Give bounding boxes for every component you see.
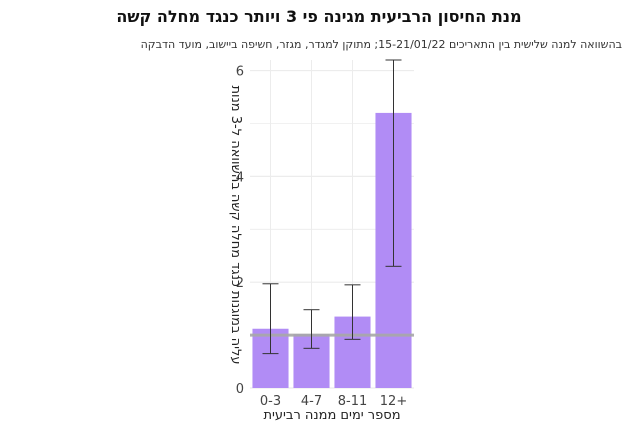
x-tick-label: 0-3 xyxy=(260,394,281,409)
x-tick-label: 12+ xyxy=(380,394,407,409)
error-bars xyxy=(262,59,402,355)
y-tick-label: 4 xyxy=(236,170,244,185)
x-axis-ticks: 0-3 4-7 8-11 12+ xyxy=(260,394,407,409)
y-tick-label: 6 xyxy=(236,65,244,80)
chart-title: מנת החיסון הרביעית מגינה פי 3 ויותר כנגד… xyxy=(116,7,522,26)
y-axis-label: עליה במוגנות כנגד מחלה קשה בהשוואה ל-3 מ… xyxy=(228,85,243,364)
y-axis-ticks: 0 2 4 6 xyxy=(236,65,244,397)
x-axis-label: מספר ימים ממנה רביעית xyxy=(263,408,400,423)
x-tick-label: 8-11 xyxy=(338,394,368,409)
y-tick-label: 0 xyxy=(236,382,244,397)
y-tick-label: 2 xyxy=(236,276,244,291)
chart-subtitle: בהשוואה למנה שלישית בין התאריכים 15-21/0… xyxy=(140,38,622,51)
x-tick-label: 4-7 xyxy=(301,394,322,409)
bars xyxy=(252,112,412,388)
